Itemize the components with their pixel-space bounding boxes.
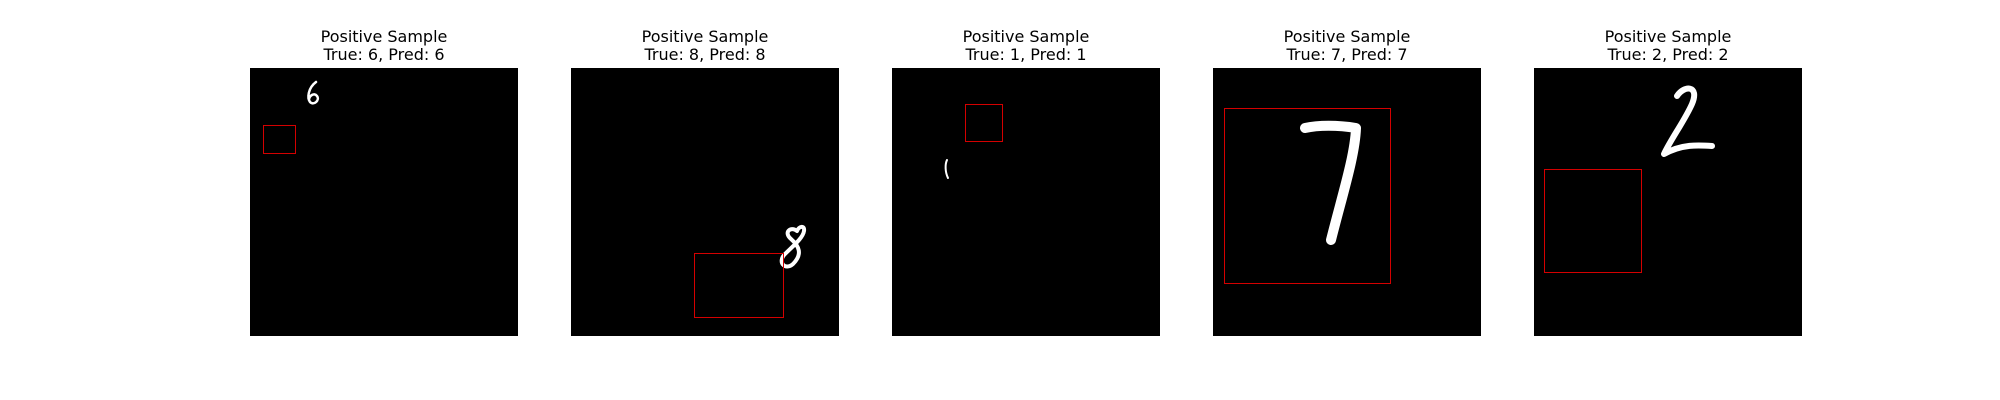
detection-box [1224,108,1391,284]
sample-panel-3: Positive Sample True: 1, Pred: 1 [892,0,1160,400]
digit-stroke [1661,85,1715,157]
panel-title: Positive Sample True: 7, Pred: 7 [1213,28,1481,64]
panel-title: Positive Sample True: 8, Pred: 8 [571,28,839,64]
sample-image [892,68,1160,336]
digit-2-image [1661,85,1715,157]
sample-image [1534,68,1802,336]
sample-panel-2: Positive Sample True: 8, Pred: 8 [571,0,839,400]
detection-box [965,104,1003,142]
panel-label-line: True: 2, Pred: 2 [1607,45,1729,64]
detection-box [1544,169,1642,273]
sample-image [250,68,518,336]
digit-stroke [779,224,807,269]
panel-label-line: True: 1, Pred: 1 [965,45,1087,64]
sample-image [1213,68,1481,336]
digit-stroke [307,80,319,105]
digit-1-image [944,159,949,179]
panel-title: Positive Sample True: 1, Pred: 1 [892,28,1160,64]
panel-title-line: Positive Sample [1283,27,1411,46]
panel-title: Positive Sample True: 6, Pred: 6 [250,28,518,64]
panel-title-line: Positive Sample [320,27,448,46]
digit-stroke [1300,120,1361,245]
sample-panel-5: Positive Sample True: 2, Pred: 2 [1534,0,1802,400]
panel-label-line: True: 8, Pred: 8 [644,45,766,64]
digit-stroke [944,159,949,179]
sample-panel-4: Positive Sample True: 7, Pred: 7 [1213,0,1481,400]
digit-6-image [307,80,319,105]
panel-title-line: Positive Sample [962,27,1090,46]
panel-title: Positive Sample True: 2, Pred: 2 [1534,28,1802,64]
digit-7-image [1300,120,1361,245]
detection-box [263,125,296,154]
sample-image [571,68,839,336]
panel-title-line: Positive Sample [641,27,769,46]
panel-title-line: Positive Sample [1604,27,1732,46]
sample-panel-1: Positive Sample True: 6, Pred: 6 [250,0,518,400]
panel-label-line: True: 6, Pred: 6 [323,45,445,64]
panel-label-line: True: 7, Pred: 7 [1286,45,1408,64]
detection-box [694,253,784,318]
